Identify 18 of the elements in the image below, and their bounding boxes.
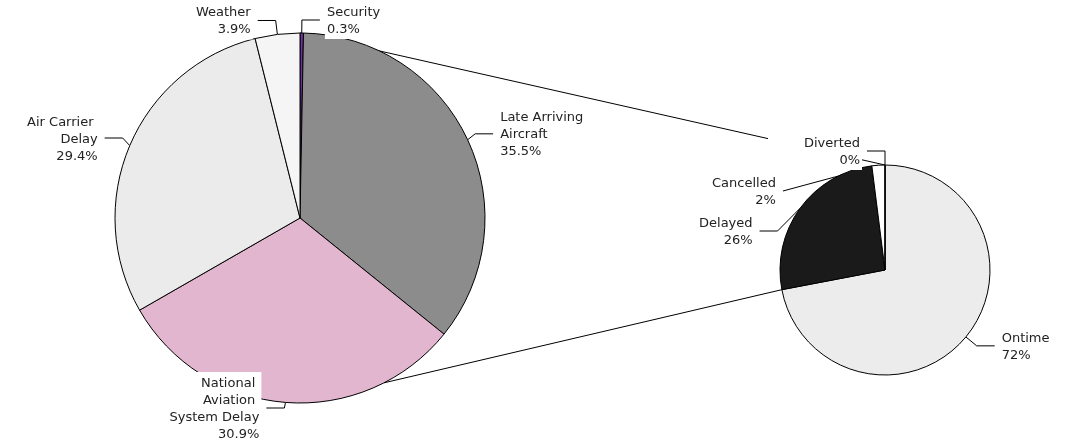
- data-label: 30.9%: [218, 426, 260, 441]
- data-label: 26%: [723, 232, 753, 247]
- slice-label: Air Carrier Delay: [27, 113, 98, 146]
- data-label: 0.3%: [326, 21, 360, 36]
- category-label: Diverted: [803, 135, 860, 150]
- slice-label: National Aviation System Delay: [169, 375, 260, 424]
- data-label: 35.5%: [500, 143, 542, 159]
- slice-label: Cancelled: [712, 175, 776, 190]
- data-label: 72%: [1001, 346, 1031, 362]
- slice-label: Late Arriving Aircraft: [500, 109, 588, 142]
- text: 0%: [839, 152, 860, 167]
- data-label: 3.9%: [217, 21, 251, 37]
- slice-label: Weather: [195, 4, 252, 20]
- data-label: 29.4%: [56, 147, 98, 163]
- data-label: 2%: [755, 192, 776, 207]
- slice-label: Security: [326, 4, 381, 19]
- slice-label: Delayed: [699, 215, 753, 230]
- slice-label: Ontime: [1001, 329, 1050, 345]
